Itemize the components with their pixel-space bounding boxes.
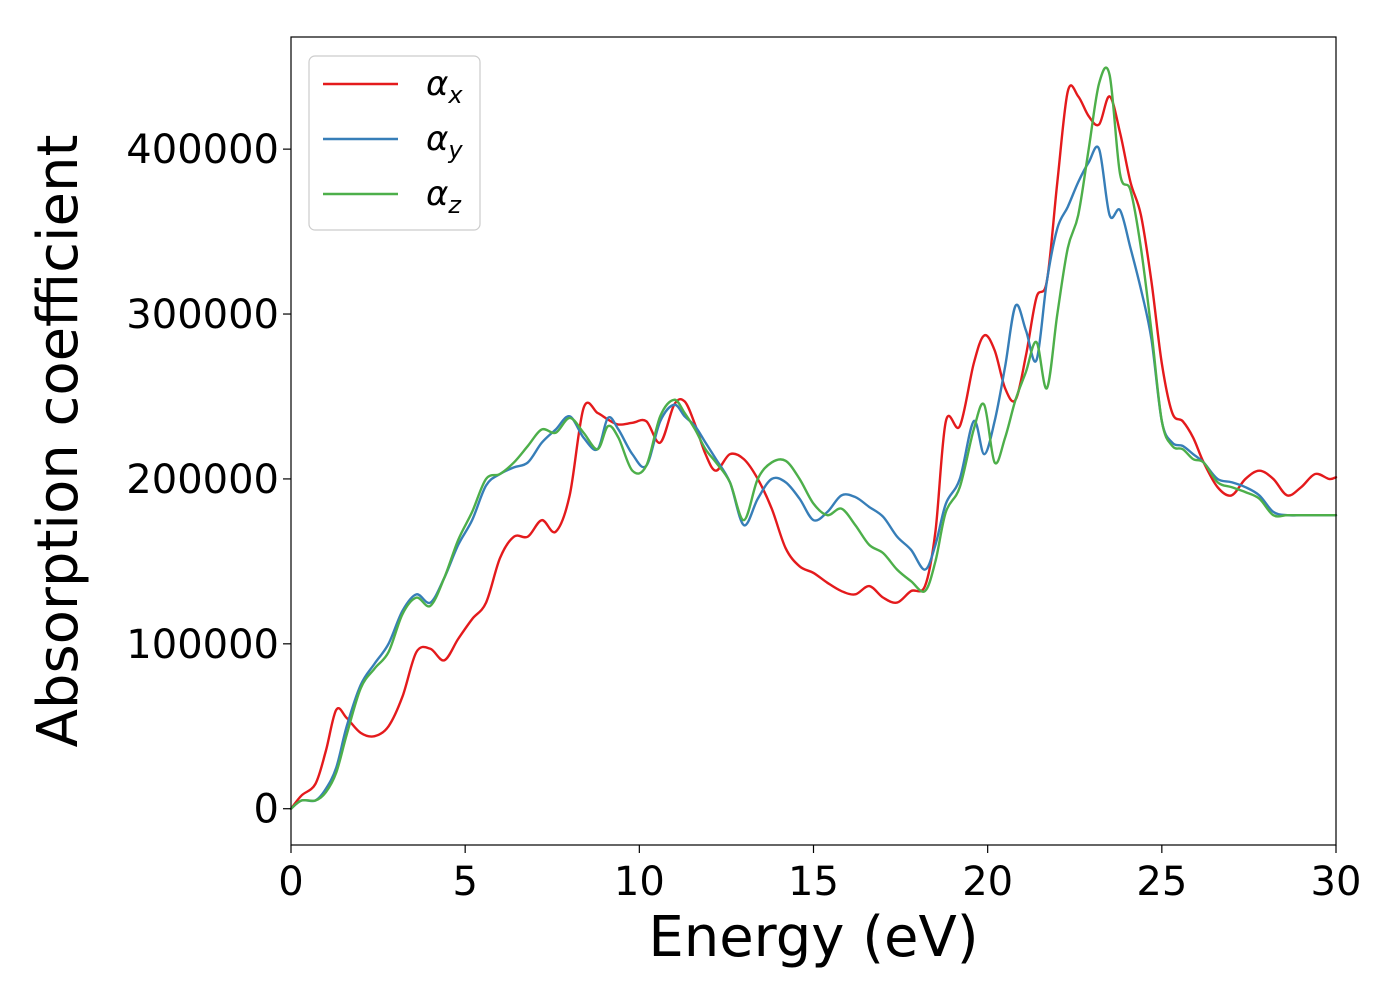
x-tick-label: 5 xyxy=(452,859,477,905)
legend-label-y: αy xyxy=(426,119,463,164)
y-tick-label: 400000 xyxy=(126,127,279,173)
legend-box xyxy=(308,55,481,231)
x-axis-label: Energy (eV) xyxy=(648,905,978,970)
y-tick-label: 100000 xyxy=(126,622,279,668)
x-tick-label: 20 xyxy=(962,859,1013,905)
series-line-x xyxy=(289,84,1338,810)
y-tick-label: 0 xyxy=(254,787,279,833)
y-tick-label: 200000 xyxy=(126,457,279,503)
x-tick-label: 25 xyxy=(1136,859,1187,905)
series-line-z xyxy=(289,66,1338,810)
x-tick-label: 0 xyxy=(278,859,303,905)
x-axis-ticks: 0 5 10 15 20 25 30 xyxy=(278,845,1361,905)
x-tick-label: 15 xyxy=(788,859,839,905)
y-axis-ticks: 0 100000 200000 300000 400000 xyxy=(126,127,291,833)
series-line-y xyxy=(289,145,1338,810)
legend-label-x: αx xyxy=(426,64,463,109)
x-tick-label: 30 xyxy=(1311,859,1362,905)
x-tick-label: 10 xyxy=(614,859,665,905)
y-tick-label: 300000 xyxy=(126,292,279,338)
y-axis-label: Absorption coefficient xyxy=(26,135,91,748)
legend-label-z: αz xyxy=(426,174,462,219)
legend: αx αy αz xyxy=(308,55,481,231)
plot-lines xyxy=(289,66,1338,810)
